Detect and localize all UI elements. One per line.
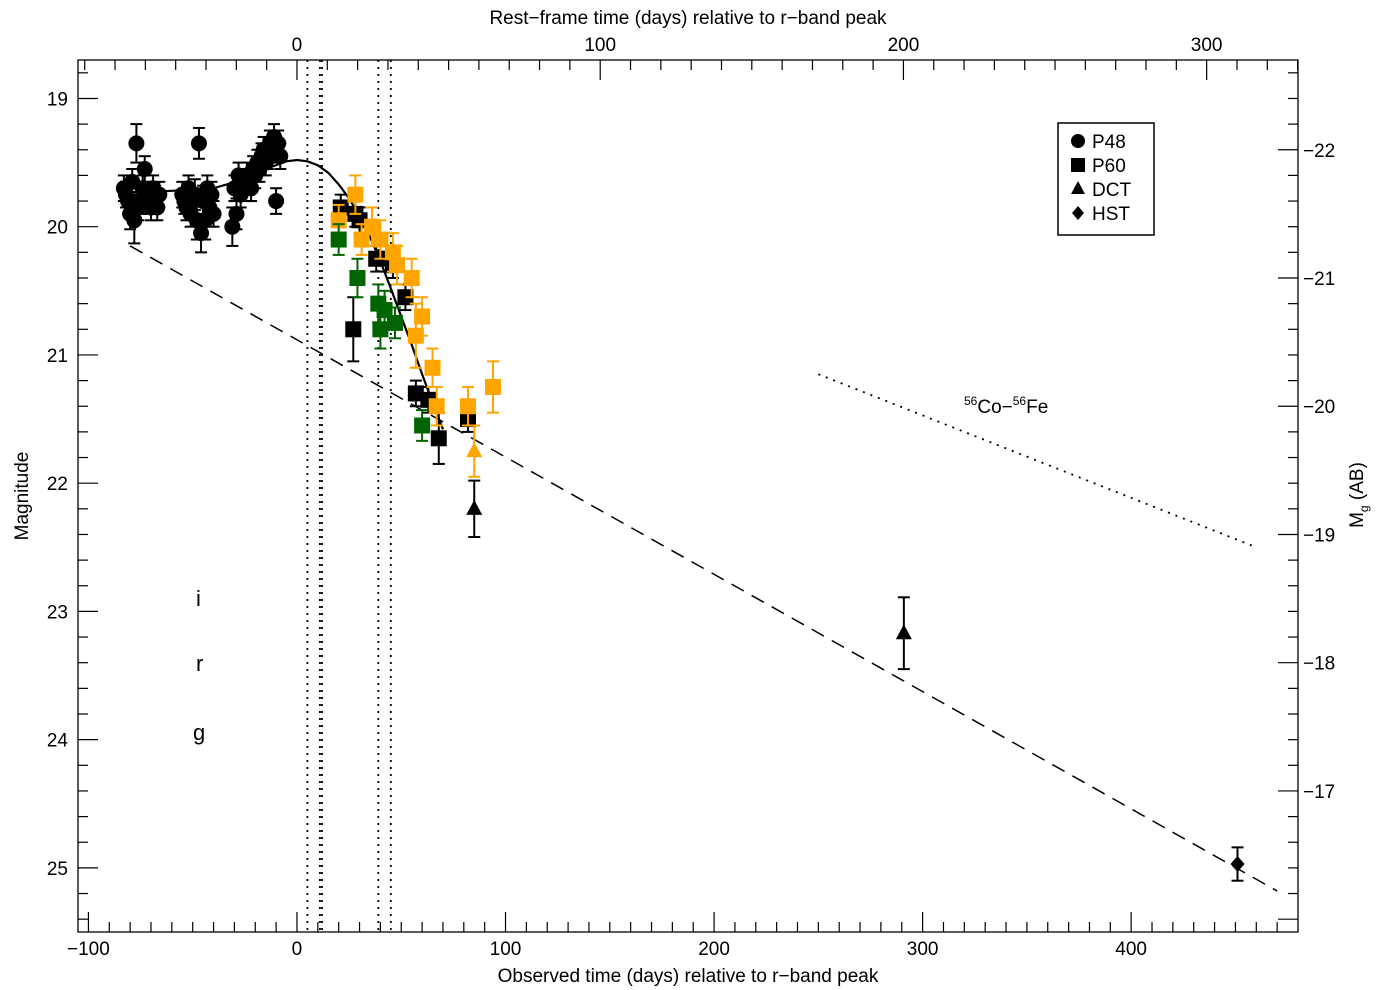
p60-point [386, 314, 403, 331]
y-tick-label: 23 [47, 602, 68, 623]
fe-superscript: 56 [1013, 394, 1027, 408]
p48-point [228, 205, 245, 222]
right-axis-label-tail: (AB) [1347, 462, 1368, 505]
co-fe-decay-line [818, 373, 1257, 549]
y-tick-label: 25 [47, 859, 68, 880]
y-axis-label: Magnitude [12, 452, 33, 541]
right-axis-label-main: M [1347, 512, 1368, 528]
top-axis-label: Rest−frame time (days) relative to r−ban… [489, 8, 887, 29]
p60-point [485, 379, 502, 395]
x-tick-label: 300 [907, 939, 939, 960]
legend-label-p48: P48 [1092, 132, 1126, 153]
y2-tick-label: −21 [1303, 269, 1335, 290]
hst-point [1230, 856, 1245, 873]
p48-point [151, 186, 168, 203]
p60-point [372, 231, 389, 248]
p60-point [347, 186, 364, 203]
p60-point [414, 308, 431, 325]
p60-point [414, 417, 431, 434]
p60-point [364, 218, 381, 235]
p60-point [424, 359, 441, 376]
legend-triangle-marker [1071, 181, 1085, 194]
y2-tick-label: −18 [1303, 654, 1335, 675]
y-tick-label: 20 [47, 218, 68, 239]
p60-point [349, 270, 366, 286]
co-superscript: 56 [964, 394, 978, 408]
p60-point [430, 430, 447, 447]
p60-point [353, 231, 370, 248]
fe-text: Fe [1026, 397, 1048, 418]
band-label-i: i [196, 586, 201, 611]
x-tick-label: 400 [1115, 939, 1147, 960]
axis-ticks [78, 60, 1299, 932]
p48-point [136, 161, 153, 177]
p48-point [128, 135, 145, 152]
nickel-decay-line [129, 245, 1278, 892]
y2-tick-label: −19 [1303, 525, 1335, 546]
co-text: Co− [977, 397, 1012, 418]
p60-point [330, 231, 347, 248]
p60-point [389, 257, 406, 274]
legend-label-hst: HST [1092, 204, 1130, 225]
p48-point [272, 148, 289, 165]
y2-tick-label: −22 [1303, 141, 1335, 162]
x2-tick-label: 200 [888, 35, 920, 56]
p60-point [428, 398, 445, 415]
p48-point [268, 193, 285, 210]
p60-point [407, 385, 424, 402]
x2-tick-label: 100 [584, 35, 616, 56]
dct-point [895, 624, 912, 640]
p60-point [376, 302, 393, 319]
p48-point [190, 135, 207, 152]
band-label-g: g [193, 720, 205, 745]
legend: P48 P60 DCT HST [1057, 122, 1155, 236]
x-axis-label: Observed time (days) relative to r−band … [498, 966, 879, 987]
x2-tick-label: 300 [1191, 35, 1223, 56]
p60-point [397, 289, 414, 306]
p60-point [403, 270, 420, 286]
x-tick-label: 200 [698, 939, 730, 960]
x-tick-label: 100 [490, 939, 522, 960]
band-label-r: r [196, 651, 203, 676]
y-tick-label: 19 [47, 89, 68, 110]
x-tick-label: 0 [292, 939, 303, 960]
dct-point [466, 499, 483, 515]
x-tick-label: −100 [67, 939, 110, 960]
model-curves [119, 158, 1278, 892]
axis-tick-labels: −100 0 100 200 300 400 0 100 200 300 19 20 21 22 23 24 2… [47, 35, 1335, 960]
legend-square-marker [1071, 158, 1085, 172]
p48-point [203, 186, 220, 203]
p60-point [345, 321, 362, 338]
legend-label-dct: DCT [1092, 180, 1131, 201]
legend-label-p60: P60 [1092, 156, 1126, 177]
y2-tick-label: −20 [1303, 397, 1335, 418]
p48-point [205, 205, 222, 222]
p60-point [332, 199, 349, 216]
data-points [115, 123, 1245, 882]
p60-point [407, 327, 424, 344]
co-fe-annotation: 56Co−56Fe [964, 394, 1048, 418]
y2-tick-label: −17 [1303, 782, 1335, 803]
y-tick-label: 21 [47, 346, 68, 367]
dct-point [466, 442, 483, 458]
plot-frame [77, 59, 1299, 933]
y-tick-label: 22 [47, 474, 68, 495]
right-axis-label-subscript: g [1357, 505, 1371, 512]
legend-circle-marker [1071, 134, 1085, 148]
y-tick-label: 24 [47, 731, 69, 752]
p60-point [459, 398, 476, 415]
x2-tick-label: 0 [292, 35, 303, 56]
right-axis-label: Mg (AB) [1347, 462, 1371, 528]
legend-diamond-marker [1072, 206, 1084, 220]
